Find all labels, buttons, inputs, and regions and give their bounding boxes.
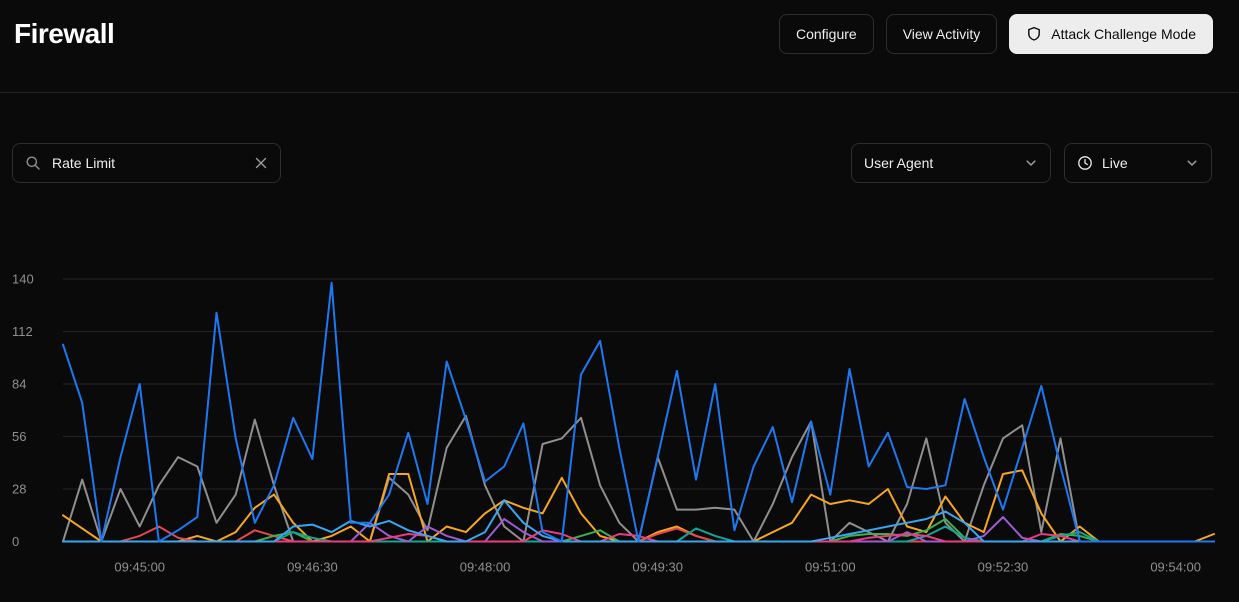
- filter-selects: User Agent Live: [851, 143, 1212, 183]
- clock-icon: [1077, 155, 1093, 171]
- configure-button[interactable]: Configure: [778, 14, 874, 54]
- view-activity-button-label: View Activity: [902, 26, 981, 42]
- time-range-select[interactable]: Live: [1064, 143, 1212, 183]
- x-axis-tick-label: 09:46:30: [287, 560, 338, 575]
- view-activity-button[interactable]: View Activity: [885, 14, 998, 54]
- x-axis-tick-label: 09:45:00: [114, 560, 165, 575]
- page-header: Firewall Configure View Activity Attack …: [0, 0, 1239, 93]
- x-axis-tick-label: 09:49:30: [632, 560, 683, 575]
- page-title: Firewall: [14, 18, 115, 49]
- header-toolbar: Configure View Activity Attack Challenge…: [778, 14, 1213, 54]
- x-axis-tick-label: 09:54:00: [1150, 560, 1201, 575]
- dimension-select[interactable]: User Agent: [851, 143, 1051, 183]
- filter-bar: User Agent Live: [12, 143, 1212, 183]
- y-axis-tick-label: 84: [12, 377, 26, 392]
- y-axis-tick-label: 0: [12, 534, 19, 549]
- y-axis-tick-label: 56: [12, 429, 26, 444]
- x-axis-tick-label: 09:48:00: [460, 560, 511, 575]
- search-box: [12, 143, 281, 183]
- shield-icon: [1026, 26, 1042, 42]
- close-icon: [254, 156, 268, 170]
- series-line-blue: [62, 281, 1215, 543]
- attack-challenge-mode-button[interactable]: Attack Challenge Mode: [1009, 14, 1213, 54]
- time-range-select-value: Live: [1102, 155, 1128, 171]
- x-axis-tick-label: 09:51:00: [805, 560, 856, 575]
- configure-button-label: Configure: [795, 26, 857, 42]
- traffic-timeseries-chart: 0 28 56 84 112 140 09:45:00 09:46:30 09:48:00 09:…: [12, 272, 1215, 575]
- attack-challenge-mode-button-label: Attack Challenge Mode: [1051, 26, 1196, 42]
- dimension-select-value: User Agent: [864, 155, 934, 171]
- y-axis-tick-label: 28: [12, 482, 26, 497]
- x-axis-tick-label: 09:52:30: [978, 560, 1029, 575]
- y-axis-tick-label: 140: [12, 272, 34, 287]
- search-icon: [25, 155, 41, 171]
- chevron-down-icon: [1185, 156, 1199, 170]
- clear-search-button[interactable]: [254, 156, 268, 170]
- chevron-down-icon: [1024, 156, 1038, 170]
- search-input[interactable]: [50, 154, 245, 172]
- y-axis-tick-label: 112: [12, 324, 33, 339]
